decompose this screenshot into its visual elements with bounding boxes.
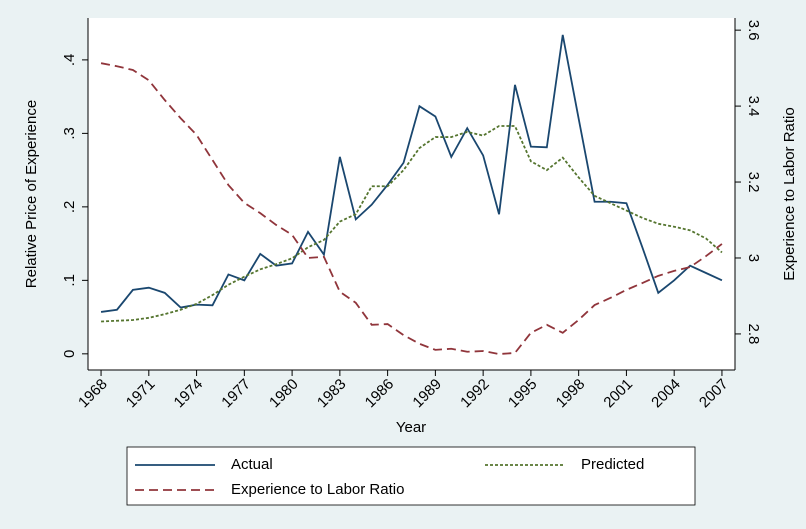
x-axis-title: Year <box>396 419 426 436</box>
series-line <box>100 34 723 313</box>
series-line <box>100 62 723 355</box>
legend-label: Experience to Labor Ratio <box>231 481 404 498</box>
y-tick-label: .1 <box>61 274 78 287</box>
y2-tick-label: 2.8 <box>745 323 762 344</box>
y-tick-label: .3 <box>61 127 78 140</box>
y2-tick-label: 3 <box>745 254 762 262</box>
plot-area <box>88 18 735 370</box>
y2-tick-label: 3.6 <box>745 20 762 41</box>
y2-tick-label: 3.2 <box>745 172 762 193</box>
y-tick-label: 0 <box>61 350 78 358</box>
legend-label: Predicted <box>581 456 644 473</box>
y2-axis-title: Experience to Labor Ratio <box>781 107 798 280</box>
series-line <box>101 125 723 323</box>
y-axis-title: Relative Price of Experience <box>23 100 40 288</box>
y-tick-label: .4 <box>61 54 78 67</box>
y2-tick-label: 3.4 <box>745 96 762 117</box>
legend-label: Actual <box>231 456 273 473</box>
y-tick-label: .2 <box>61 201 78 214</box>
legend <box>126 446 696 506</box>
